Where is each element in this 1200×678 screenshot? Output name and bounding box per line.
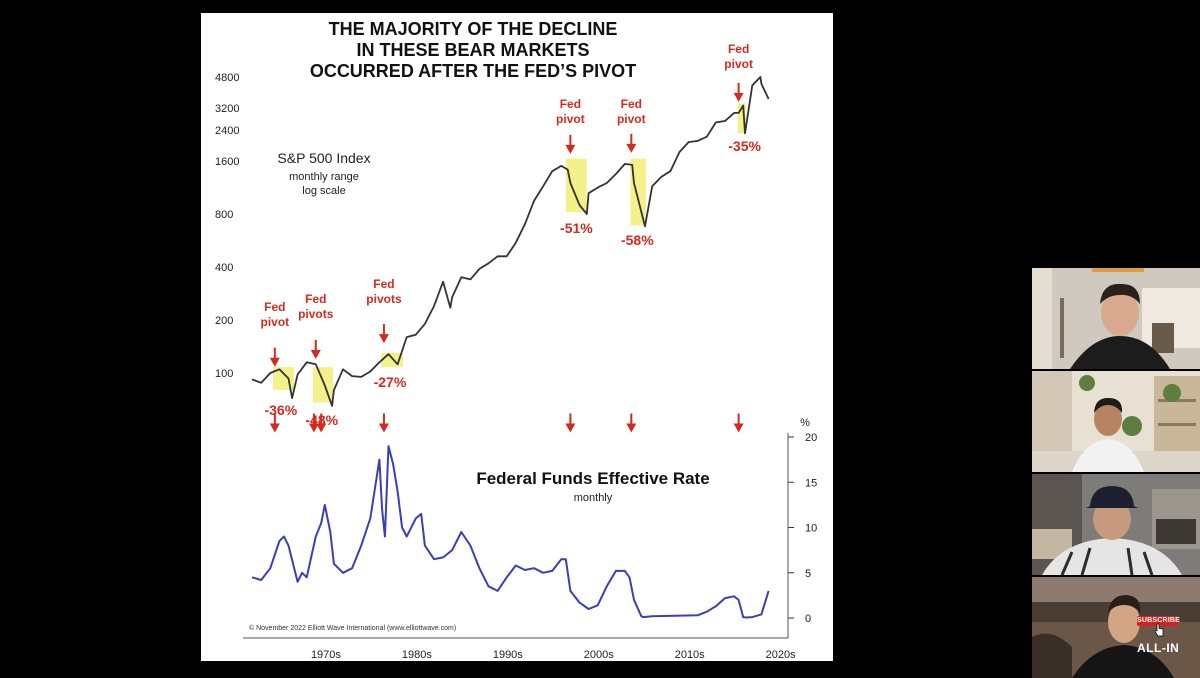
sp500-sublabel-1: monthly range: [289, 171, 359, 183]
sp500-series-line: [251, 76, 770, 407]
rate-pivot-arrows: [269, 413, 744, 433]
pivot-arrow-icon: [626, 133, 637, 153]
participant-1-video: [1032, 268, 1200, 369]
participant-3-video: [1032, 474, 1200, 575]
pivot-label-line-2: pivot: [260, 315, 289, 329]
sp500-y-tick: 800: [215, 209, 233, 221]
sp500-fed-funds-chart: THE MAJORITY OF THE DECLINE IN THESE BEA…: [215, 19, 817, 661]
sp500-y-tick: 100: [215, 368, 233, 380]
sp500-y-tick: 1600: [215, 156, 239, 168]
fed-funds-series-line: [251, 445, 770, 619]
video-tile-3[interactable]: [1032, 474, 1200, 575]
decline-percent-label: -35%: [728, 138, 761, 154]
pivot-label-line-1: Fed: [305, 292, 326, 306]
pivot-label-line-2: pivots: [366, 292, 402, 306]
pivot-label-line-1: Fed: [264, 300, 285, 314]
pivot-label-line-2: pivot: [724, 57, 753, 71]
sp500-y-tick: 4800: [215, 72, 239, 84]
rate-pivot-arrow-icon: [378, 413, 389, 433]
rate-pivot-arrow-icon: [733, 413, 744, 433]
rate-y-tick: 5: [805, 568, 811, 580]
pivot-arrow-icon: [269, 347, 280, 367]
sp500-y-axis: 100 200 400 800 1600 2400 3200 4800: [215, 72, 239, 380]
subscribe-button[interactable]: SUBSCRIBE: [1137, 616, 1181, 626]
rate-pivot-arrow-icon: [565, 413, 576, 433]
bear-market-highlight: [630, 158, 646, 226]
bear-market-highlight: [313, 367, 334, 403]
pivot-label-line-1: Fed: [373, 277, 394, 291]
percent-unit-label: %: [800, 417, 810, 429]
rate-y-tick: 15: [805, 477, 817, 489]
all-in-logo: ALL-IN: [1137, 641, 1180, 655]
sp500-y-tick: 400: [215, 262, 233, 274]
copyright-note: © November 2022 Elliott Wave Internation…: [249, 624, 456, 632]
chart-panel: THE MAJORITY OF THE DECLINE IN THESE BEA…: [201, 13, 833, 661]
chart-title-line-3: OCCURRED AFTER THE FED’S PIVOT: [310, 61, 636, 81]
pivot-label-line-2: pivot: [617, 112, 646, 126]
bear-market-highlight: [565, 158, 587, 213]
participant-4-video: [1032, 577, 1200, 678]
pivot-label-line-1: Fed: [621, 97, 642, 111]
sp500-y-tick: 2400: [215, 125, 239, 137]
rate-pivot-arrow-icon: [626, 413, 637, 433]
rate-y-tick: 20: [805, 432, 817, 444]
x-axis-label: 1990s: [493, 649, 523, 661]
sp500-y-tick: 200: [215, 315, 233, 327]
x-axis-label: 1970s: [311, 649, 341, 661]
fed-funds-sublabel: monthly: [574, 492, 613, 504]
pivot-label-line-2: pivots: [298, 307, 334, 321]
x-axis-label: 2010s: [675, 649, 705, 661]
rate-pivot-arrow-icon: [269, 413, 280, 433]
x-axis-label: 2000s: [584, 649, 614, 661]
video-tile-1[interactable]: [1032, 268, 1200, 369]
pivot-label-line-2: pivot: [556, 112, 585, 126]
pivot-label-line-1: Fed: [728, 42, 749, 56]
pivot-arrow-icon: [733, 82, 744, 102]
rate-pivot-arrow-icon: [316, 413, 327, 433]
decline-percent-label: -27%: [374, 374, 407, 390]
x-axis: 1970s 1980s 1990s 2000s 2010s 2020s: [243, 433, 796, 661]
bear-market-highlight: [737, 103, 746, 134]
decline-percent-label: -36%: [264, 402, 297, 418]
sp500-y-tick: 3200: [215, 103, 239, 115]
pivot-annotations: Fedpivot-36%Fedpivots-48%Fedpivots-27%Fe…: [260, 42, 761, 428]
rate-pivot-arrow-icon: [308, 413, 319, 433]
pivot-arrow-icon: [310, 340, 321, 360]
sp500-sublabel-2: log scale: [302, 185, 345, 197]
decline-percent-label: -58%: [621, 232, 654, 248]
participant-2-video: [1032, 371, 1200, 472]
video-tile-4[interactable]: [1032, 577, 1200, 678]
pivot-arrow-icon: [378, 324, 389, 344]
x-axis-label: 1980s: [402, 649, 432, 661]
video-tile-2[interactable]: [1032, 371, 1200, 472]
chart-title-line-2: IN THESE BEAR MARKETS: [356, 40, 589, 60]
hand-cursor-icon: [1154, 623, 1164, 637]
pivot-label-line-1: Fed: [560, 97, 581, 111]
rate-y-tick: 0: [805, 613, 811, 625]
x-axis-label: 2020s: [766, 649, 796, 661]
pivot-arrow-icon: [565, 134, 576, 154]
sp500-label: S&P 500 Index: [277, 150, 370, 166]
rate-y-axis: 0 5 10 15 20: [788, 432, 817, 625]
decline-percent-label: -51%: [560, 220, 593, 236]
fed-funds-label: Federal Funds Effective Rate: [476, 469, 709, 488]
chart-title-line-1: THE MAJORITY OF THE DECLINE: [329, 19, 618, 39]
rate-y-tick: 10: [805, 523, 817, 535]
